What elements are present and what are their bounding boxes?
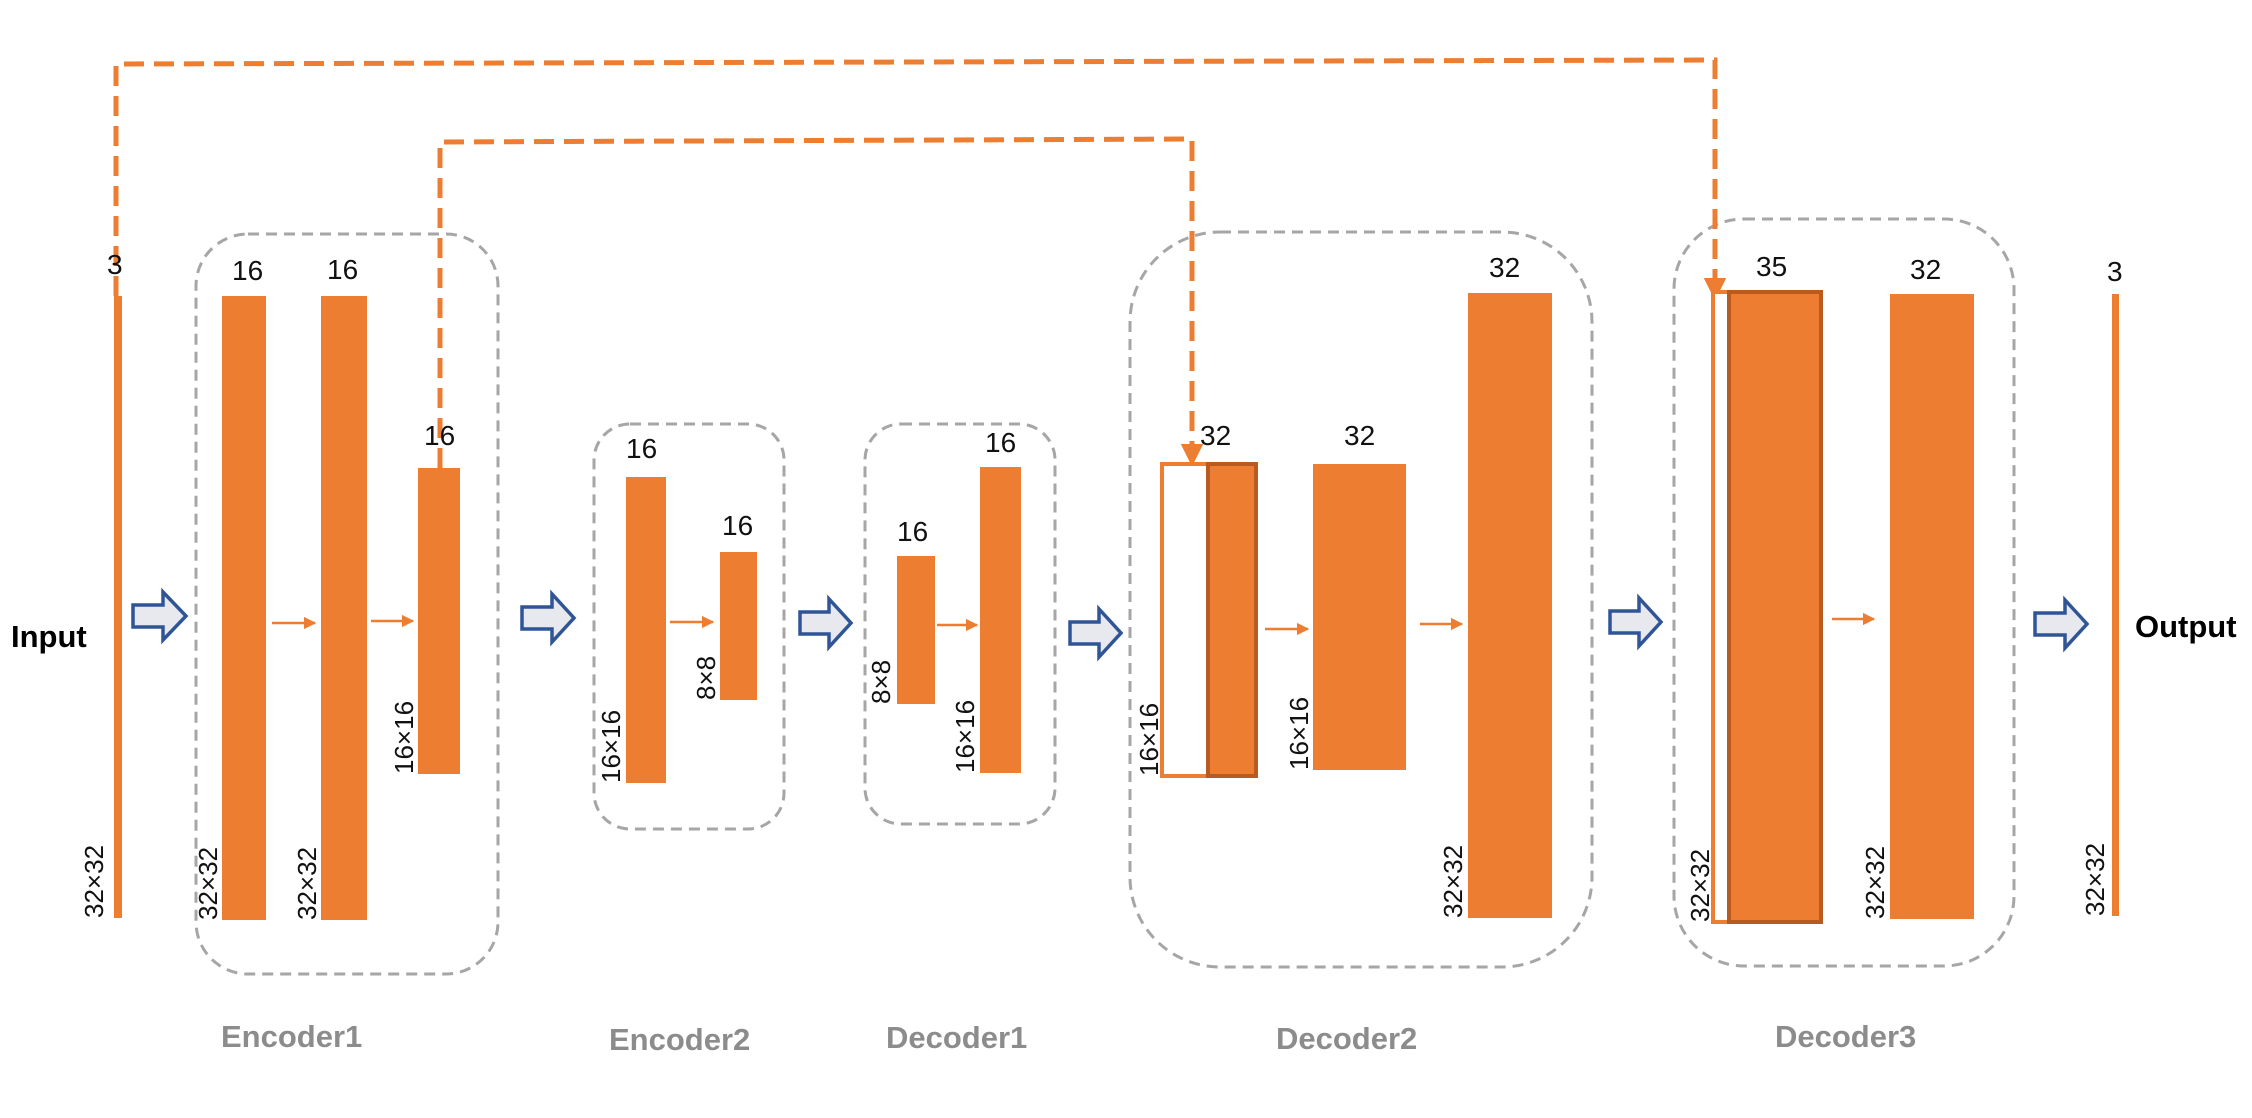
decoder1-feature-map-1: [897, 556, 935, 704]
encoder1-feature-map-1: [222, 296, 266, 920]
flow-arrow-encoder2-to-decoder1: [798, 594, 854, 652]
output-channels-label: 3: [2107, 256, 2123, 287]
decoder1-map-1-size: 8×8: [866, 660, 896, 704]
input-size-label: 32×32: [79, 845, 109, 918]
output-size-label: 32×32: [2080, 843, 2110, 916]
input-label: Input: [11, 619, 87, 654]
decoder1-map-2-size: 16×16: [950, 700, 980, 773]
encoder2-label: Encoder2: [609, 1022, 750, 1057]
encoder2-feature-map-2: [720, 552, 757, 700]
decoder3-feature-map-2: [1890, 294, 1974, 919]
decoder2-map-1-channels: 32: [1200, 420, 1231, 451]
encoder1-map-3-size: 16×16: [389, 701, 419, 774]
decoder3-feature-map-1: [1727, 290, 1823, 924]
output-feature-map: [2112, 294, 2119, 916]
decoder1-map-2-channels: 16: [985, 427, 1016, 458]
decoder2-map-1-size: 16×16: [1134, 703, 1164, 776]
decoder2-map-3-channels: 32: [1489, 252, 1520, 283]
encoder2-feature-map-1: [626, 477, 666, 783]
encoder1-feature-map-3: [418, 468, 460, 774]
skip-connection-input-to-decoder3: [113, 57, 1727, 301]
encoder1-map-3-channels: 16: [424, 420, 455, 451]
flow-arrow-input-to-encoder1: [131, 587, 189, 645]
decoder2-skip-concat-part: [1160, 462, 1210, 778]
encoder1-map-2-channels: 16: [327, 254, 358, 285]
decoder3-map-1-channels: 35: [1756, 251, 1787, 282]
decoder1-map-1-channels: 16: [897, 516, 928, 547]
input-channels-label: 3: [107, 249, 123, 280]
encoder1-group: [194, 232, 500, 976]
encoder2-map-1-size: 16×16: [596, 710, 626, 783]
decoder3-skip-concat-part: [1711, 290, 1731, 924]
decoder2-map-2-size: 16×16: [1284, 697, 1314, 770]
decoder3-label: Decoder3: [1775, 1019, 1916, 1054]
decoder3-group: [1672, 217, 2016, 968]
encoder1-map-1-channels: 16: [232, 255, 263, 286]
encoder2-group: [592, 422, 786, 831]
decoder2-feature-map-2: [1313, 464, 1406, 770]
decoder2-map-2-channels: 32: [1344, 420, 1375, 451]
encoder2-map-2-size: 8×8: [691, 656, 721, 700]
encoder2-map-2-channels: 16: [722, 510, 753, 541]
encoder2-map-1-channels: 16: [626, 433, 657, 464]
flow-arrow-encoder1-to-encoder2: [520, 589, 577, 647]
decoder2-group: [1128, 230, 1594, 969]
decoder1-label: Decoder1: [886, 1020, 1027, 1055]
decoder1-group: [863, 422, 1057, 826]
encoder1-feature-map-2: [321, 296, 367, 920]
decoder1-feature-map-2: [980, 467, 1021, 773]
encoder1-map-1-size: 32×32: [193, 847, 223, 920]
encoder1-map-2-size: 32×32: [292, 847, 322, 920]
flow-arrow-decoder1-to-decoder2: [1068, 604, 1124, 662]
encoder1-label: Encoder1: [221, 1019, 362, 1054]
flow-arrow-decoder2-to-decoder3: [1608, 593, 1664, 651]
decoder2-feature-map-1: [1206, 462, 1258, 778]
decoder2-label: Decoder2: [1276, 1021, 1417, 1056]
decoder3-map-1-size: 32×32: [1685, 849, 1715, 922]
output-label: Output: [2135, 609, 2237, 644]
flow-arrow-decoder3-to-output: [2033, 595, 2090, 653]
decoder3-map-2-size: 32×32: [1860, 846, 1890, 919]
decoder2-map-3-size: 32×32: [1438, 845, 1468, 918]
decoder3-map-2-channels: 32: [1910, 254, 1941, 285]
input-feature-map: [114, 296, 122, 918]
skip-connection-encoder1-to-decoder2: [437, 136, 1204, 468]
decoder2-feature-map-3: [1468, 293, 1552, 918]
